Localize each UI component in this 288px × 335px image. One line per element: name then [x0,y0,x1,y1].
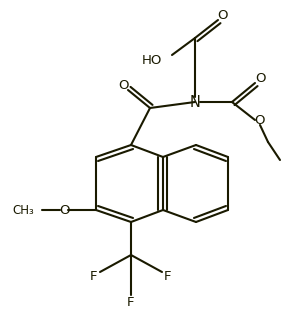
Text: O: O [218,8,228,21]
Text: O: O [255,114,265,127]
Text: F: F [127,296,135,310]
Text: HO: HO [142,54,162,67]
Text: N: N [190,94,200,110]
Text: O: O [119,78,129,91]
Text: O: O [59,203,69,216]
Text: CH₃: CH₃ [12,203,34,216]
Text: F: F [164,269,172,282]
Text: F: F [90,269,98,282]
Text: O: O [256,71,266,84]
